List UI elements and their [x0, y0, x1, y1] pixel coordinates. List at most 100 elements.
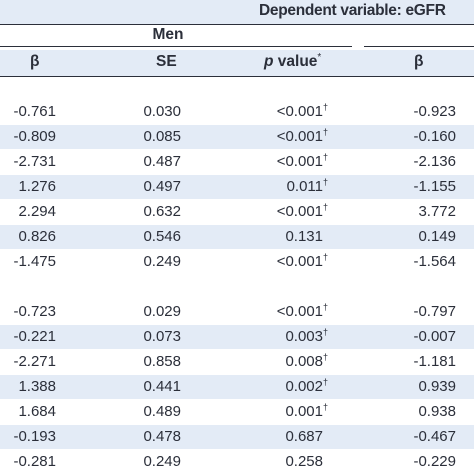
p-value-cell: 0.002†: [285, 377, 329, 396]
se-cell: 0.497: [143, 178, 181, 195]
p-value: 0.008: [285, 353, 323, 370]
se-cell: 0.487: [143, 153, 181, 170]
p-value-cell: <0.001†: [276, 202, 329, 221]
beta-cell: 0.826: [18, 228, 56, 245]
table-row: 0.826 0.546 0.131 0.149: [0, 225, 474, 249]
p-value-cell: 0.003†: [285, 327, 329, 346]
beta-2-cell: -1.181: [413, 353, 456, 370]
p-value-cell: 0.258: [240, 453, 327, 470]
header-bottom-rule: [0, 76, 474, 77]
p-value: <0.001: [276, 153, 323, 170]
beta-cell: -0.761: [13, 103, 56, 120]
se-cell: 0.858: [143, 353, 181, 370]
se-cell: 0.478: [143, 428, 181, 445]
top-rule: [0, 24, 474, 25]
table-row: -2.271 0.858 0.008† -1.181: [0, 350, 474, 374]
se-cell: 0.029: [143, 303, 181, 320]
column-header-beta-2: β: [414, 53, 424, 70]
column-header-beta: β: [30, 53, 40, 70]
table-row: 1.276 0.497 0.011† -1.155: [0, 175, 474, 199]
se-cell: 0.073: [143, 328, 181, 345]
p-value-cell: 0.008†: [285, 352, 329, 371]
table-row: 2.294 0.632 <0.001† 3.772: [0, 200, 474, 224]
beta-2-cell: -0.797: [413, 303, 456, 320]
p-value: 0.687: [285, 428, 323, 445]
p-value-cell: <0.001†: [276, 102, 329, 121]
beta-cell: -1.475: [13, 253, 56, 270]
beta-cell: -0.723: [13, 303, 56, 320]
beta-cell: 1.276: [18, 178, 56, 195]
table-row: -0.221 0.073 0.003† -0.007: [0, 325, 474, 349]
beta-2-cell: 3.772: [418, 203, 456, 220]
table-row: -1.475 0.249 <0.001† -1.564: [0, 250, 474, 274]
table-row: -0.761 0.030 <0.001† -0.923: [0, 100, 474, 124]
p-value: <0.001: [276, 303, 323, 320]
beta-2-cell: -0.923: [413, 103, 456, 120]
beta-cell: -0.281: [13, 453, 56, 470]
p-value-cell: <0.001†: [276, 252, 329, 271]
dependent-variable-label: Dependent variable: eGFR: [259, 2, 446, 19]
table-row: -2.731 0.487 <0.001† -2.136: [0, 150, 474, 174]
p-value: 0.002: [285, 378, 323, 395]
table-row: -0.809 0.085 <0.001† -0.160: [0, 125, 474, 149]
p-value-cell: 0.011†: [286, 177, 329, 196]
beta-2-cell: -0.007: [413, 328, 456, 345]
p-value-cell: 0.001†: [285, 402, 329, 421]
p-value: 0.258: [285, 453, 323, 470]
se-cell: 0.030: [143, 103, 181, 120]
table-row: 1.388 0.441 0.002† 0.939: [0, 375, 474, 399]
p-value: 0.001: [285, 403, 323, 420]
beta-2-cell: -0.229: [413, 453, 456, 470]
se-cell: 0.249: [143, 253, 181, 270]
p-value-cell: 0.687: [240, 428, 327, 445]
men-group-rule: [0, 46, 352, 47]
beta-2-cell: -1.564: [413, 253, 456, 270]
beta-cell: -0.809: [13, 128, 56, 145]
p-value-text: value: [273, 53, 318, 70]
table-row: -0.723 0.029 <0.001† -0.797: [0, 300, 474, 324]
p-value: <0.001: [276, 103, 323, 120]
beta-cell: -0.221: [13, 328, 56, 345]
beta-2-cell: -0.160: [413, 128, 456, 145]
p-value: 0.011: [286, 178, 323, 195]
beta-cell: 2.294: [18, 203, 56, 220]
table-row: -0.281 0.249 0.258 -0.229: [0, 450, 474, 474]
p-value-cell: <0.001†: [276, 152, 329, 171]
beta-cell: -2.731: [13, 153, 56, 170]
p-value-marker: *: [317, 51, 322, 63]
beta-cell: -0.193: [13, 428, 56, 445]
p-value: 0.003: [285, 328, 323, 345]
beta-2-cell: 0.939: [418, 378, 456, 395]
second-group-rule: [364, 46, 474, 47]
p-value-cell: 0.131: [240, 228, 327, 245]
column-header-se: SE: [156, 53, 177, 70]
table-row: 1.684 0.489 0.001† 0.938: [0, 400, 474, 424]
se-cell: 0.632: [143, 203, 181, 220]
beta-2-cell: 0.149: [418, 228, 456, 245]
p-value-cell: <0.001†: [276, 302, 329, 321]
p-value: <0.001: [276, 203, 323, 220]
se-cell: 0.249: [143, 453, 181, 470]
se-cell: 0.489: [143, 403, 181, 420]
se-cell: 0.441: [143, 378, 181, 395]
beta-cell: 1.388: [18, 378, 56, 395]
beta-2-cell: 0.938: [418, 403, 456, 420]
table-row: -0.193 0.478 0.687 -0.467: [0, 425, 474, 449]
dependent-variable-band: Dependent variable: eGFR: [0, 0, 474, 24]
p-value: <0.001: [276, 253, 323, 270]
se-cell: 0.546: [143, 228, 181, 245]
column-header-p-value: p value*: [264, 51, 322, 71]
beta-cell: -2.271: [13, 353, 56, 370]
group-label-men: Men: [152, 26, 184, 43]
p-value: 0.131: [285, 228, 323, 245]
p-value-italic: p: [264, 53, 274, 70]
beta-2-cell: -2.136: [413, 153, 456, 170]
beta-2-cell: -0.467: [413, 428, 456, 445]
p-value: <0.001: [276, 128, 323, 145]
column-header-row: [0, 50, 474, 76]
beta-2-cell: -1.155: [413, 178, 456, 195]
se-cell: 0.085: [143, 128, 181, 145]
beta-cell: 1.684: [18, 403, 56, 420]
p-value-cell: <0.001†: [276, 127, 329, 146]
